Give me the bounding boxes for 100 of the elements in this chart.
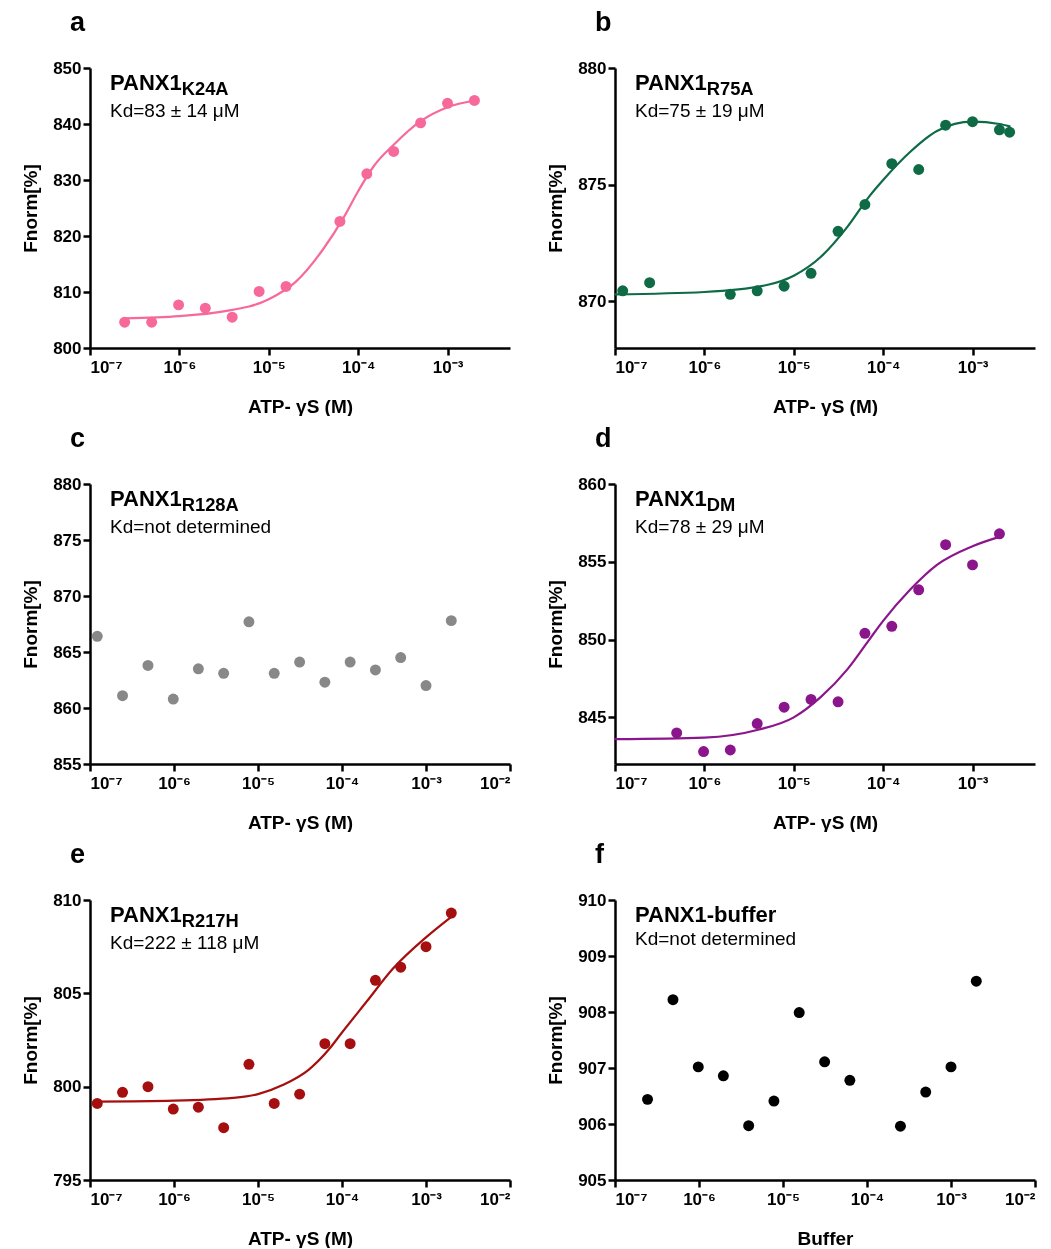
y-tick-label: 850 xyxy=(578,630,607,650)
point xyxy=(117,690,129,702)
x-axis-title: ATP- γS (M) xyxy=(247,1227,354,1249)
point xyxy=(268,1098,280,1109)
x-tick-label: 10⁻⁶ xyxy=(683,1189,716,1209)
x-tick-label: 10⁻⁶ xyxy=(158,773,191,793)
y-tick-label: 795 xyxy=(53,1170,82,1190)
point xyxy=(369,664,381,676)
point xyxy=(344,656,356,668)
x-axis-title: ATP- γS (M) xyxy=(247,811,354,833)
chart-title: a xyxy=(70,7,86,37)
x-tick-label: 10⁻⁴ xyxy=(325,773,360,793)
y-tick-label: 860 xyxy=(578,474,607,494)
point xyxy=(993,528,1005,540)
point xyxy=(167,693,179,705)
x-tick-label: 10⁻³ xyxy=(957,357,989,377)
point xyxy=(243,1058,255,1070)
y-axis-title: Fnorm[%] xyxy=(545,164,567,253)
point xyxy=(913,584,925,596)
point xyxy=(319,1038,331,1050)
point xyxy=(445,907,457,919)
x-tick-label: 10⁻⁶ xyxy=(158,1189,191,1209)
x-tick-label: 10⁻⁶ xyxy=(688,773,722,793)
point xyxy=(671,727,683,739)
y-tick-label: 840 xyxy=(53,114,82,134)
point xyxy=(294,1088,306,1100)
x-tick-label: 10⁻⁶ xyxy=(163,357,197,377)
point xyxy=(192,663,204,675)
chart-title: d xyxy=(595,423,612,453)
y-tick-label: 800 xyxy=(53,338,82,358)
x-tick-label: 10⁻⁷ xyxy=(615,1189,648,1209)
y-tick-label: 910 xyxy=(578,890,607,910)
point xyxy=(142,1081,154,1093)
y-tick-label: 875 xyxy=(53,530,82,550)
x-tick-label: 10⁻² xyxy=(479,1189,511,1209)
point xyxy=(294,656,306,668)
y-tick-label: 906 xyxy=(578,1114,607,1134)
x-tick-label: 10⁻⁵ xyxy=(242,1189,275,1209)
chart-title: c xyxy=(70,423,86,453)
point xyxy=(859,627,871,639)
point xyxy=(886,620,898,632)
x-tick-label: 10⁻⁵ xyxy=(777,357,811,377)
x-tick-label: 10⁻² xyxy=(479,773,511,793)
y-tick-label: 820 xyxy=(53,226,82,246)
y-tick-label: 870 xyxy=(53,586,82,606)
y-tick-label: 855 xyxy=(578,552,607,572)
x-tick-label: 10⁻² xyxy=(1004,1189,1036,1209)
point xyxy=(420,680,432,692)
y-axis-title: Fnorm[%] xyxy=(20,580,42,669)
x-tick-label: 10⁻⁷ xyxy=(90,1189,123,1209)
x-tick-label: 10⁻³ xyxy=(432,357,464,377)
point xyxy=(218,667,230,679)
y-tick-label: 880 xyxy=(578,58,607,78)
point xyxy=(940,539,952,551)
chart-title: f xyxy=(595,839,605,869)
x-tick-label: 10⁻⁶ xyxy=(688,357,722,377)
y-tick-label: 907 xyxy=(578,1058,607,1078)
y-tick-label: 905 xyxy=(578,1170,607,1190)
point xyxy=(967,559,978,571)
x-tick-label: 10⁻⁴ xyxy=(325,1189,360,1209)
chart-title: e xyxy=(70,839,86,869)
y-tick-label: 855 xyxy=(53,754,82,774)
y-tick-label: 909 xyxy=(578,946,607,966)
point xyxy=(805,267,817,279)
x-tick-label: 10⁻⁴ xyxy=(341,357,376,377)
point xyxy=(698,746,710,758)
x-tick-label: 10⁻⁷ xyxy=(615,357,648,377)
point xyxy=(167,1103,179,1115)
panel-label: PANX1$_{K24A}$ Kd=83 ± 14 μM xyxy=(110,70,240,124)
y-tick-label: 800 xyxy=(53,1077,82,1097)
y-tick-label: 845 xyxy=(578,707,607,727)
y-tick-label: 860 xyxy=(53,698,82,718)
x-tick-label: 10⁻⁴ xyxy=(866,357,901,377)
point xyxy=(420,941,432,953)
y-axis-title: Fnorm[%] xyxy=(545,996,567,1085)
x-tick-label: 10⁻⁵ xyxy=(252,357,286,377)
panel-label: PANX1$_{R128A}$ Kd=not determined xyxy=(110,486,272,540)
point xyxy=(192,1101,204,1113)
point xyxy=(243,616,255,628)
x-tick-label: 10⁻⁷ xyxy=(615,773,648,793)
point xyxy=(445,615,457,627)
x-axis-title: Buffer xyxy=(797,1227,855,1249)
point xyxy=(142,659,154,671)
point xyxy=(395,652,407,664)
y-axis-title: Fnorm[%] xyxy=(545,580,567,669)
point xyxy=(724,744,736,756)
panel-label: PANX1$_{R217H}$ Kd=222 ± 118 μM xyxy=(110,902,260,956)
chart-title: b xyxy=(595,7,612,37)
point xyxy=(117,1086,129,1098)
x-tick-label: 10⁻⁵ xyxy=(767,1189,800,1209)
y-tick-label: 870 xyxy=(578,291,607,311)
x-tick-label: 10⁻³ xyxy=(957,773,989,793)
y-axis-title: Fnorm[%] xyxy=(20,996,42,1085)
y-axis-title: Fnorm[%] xyxy=(20,164,42,253)
panel-label: PANX1$_{R75A}$ Kd=75 ± 19 μM xyxy=(635,70,765,124)
point xyxy=(344,1038,356,1050)
panel-label: PANX1-buffer Kd=not determined xyxy=(635,902,797,952)
point xyxy=(778,701,790,713)
point xyxy=(319,676,331,688)
y-tick-label: 805 xyxy=(53,983,82,1003)
